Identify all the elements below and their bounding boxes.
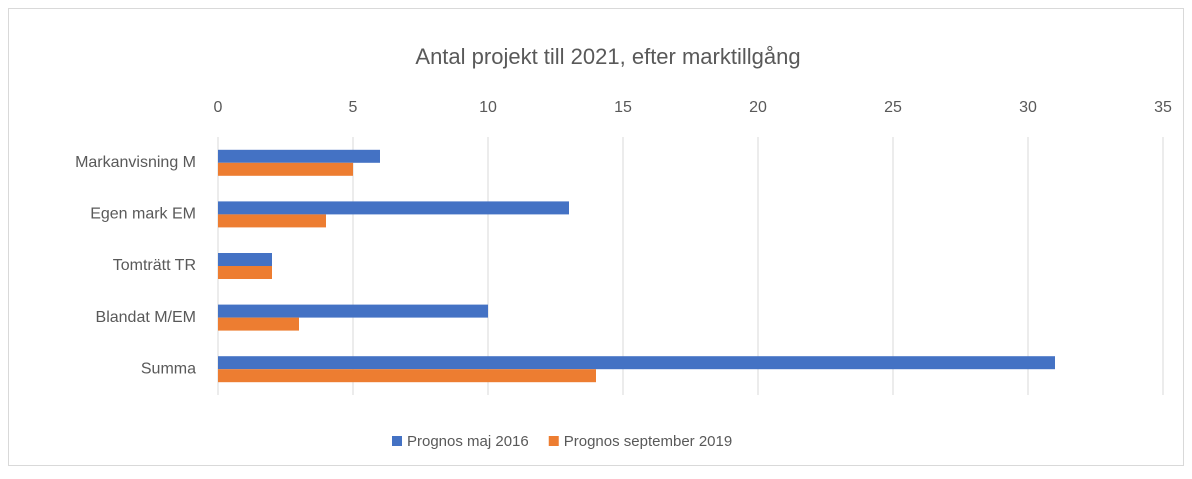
y-tick-label: Egen mark EM	[90, 206, 196, 223]
y-tick-label: Markanvisning M	[75, 154, 196, 171]
legend-swatch	[548, 436, 559, 446]
x-tick-label: 35	[1154, 99, 1172, 116]
x-tick-label: 20	[749, 99, 767, 116]
bar	[218, 253, 272, 266]
y-tick-label: Blandat M/EM	[96, 309, 196, 326]
x-tick-label: 25	[884, 99, 902, 116]
x-tick-label: 10	[479, 99, 497, 116]
bar	[218, 317, 299, 331]
y-tick-label: Summa	[141, 360, 196, 377]
bar	[218, 369, 596, 383]
legend-label: Prognos maj 2016	[407, 433, 529, 450]
x-tick-label: 0	[214, 99, 223, 116]
bar	[218, 149, 380, 163]
x-tick-label: 5	[349, 99, 358, 116]
legend-swatch	[392, 436, 402, 446]
chart-title: Antal projekt till 2021, efter marktillg…	[415, 44, 800, 69]
legend-label: Prognos september 2019	[564, 433, 732, 450]
chart-border	[8, 8, 1184, 466]
bar	[218, 266, 272, 279]
x-tick-label: 30	[1019, 99, 1037, 116]
x-tick-label: 15	[614, 99, 632, 116]
bar	[218, 201, 569, 215]
bar	[218, 304, 488, 318]
y-tick-label: Tomträtt TR	[113, 257, 196, 274]
bar	[218, 214, 326, 228]
bar	[218, 162, 353, 176]
bar	[218, 356, 1055, 370]
